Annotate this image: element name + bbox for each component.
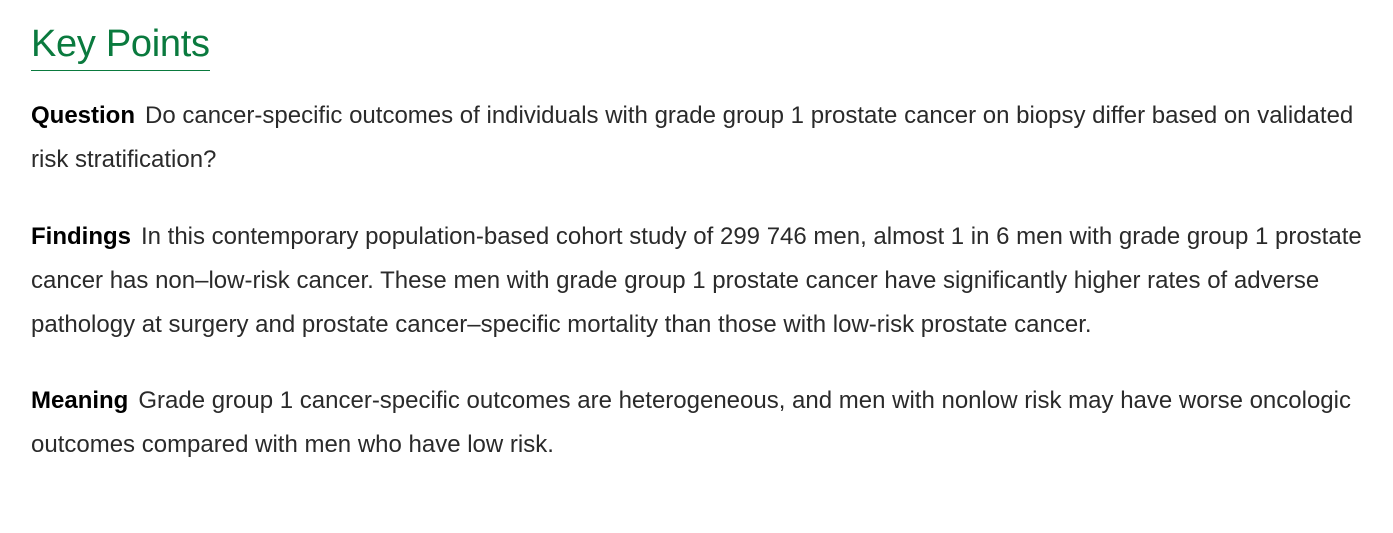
question-paragraph: Question Do cancer-specific outcomes of i… (31, 94, 1371, 182)
meaning-paragraph: Meaning Grade group 1 cancer-specific out… (31, 379, 1371, 467)
meaning-label: Meaning (31, 387, 129, 414)
findings-label: Findings (31, 223, 131, 250)
findings-text: In this contemporary population-based co… (31, 223, 1362, 338)
question-label: Question (31, 102, 136, 129)
meaning-text: Grade group 1 cancer-specific outcomes a… (31, 387, 1351, 458)
key-points-section: Key Points Question Do cancer-specific ou… (31, 18, 1371, 467)
question-text: Do cancer-specific outcomes of individua… (31, 102, 1354, 173)
key-points-title: Key Points (31, 18, 210, 71)
findings-paragraph: Findings In this contemporary population-… (31, 215, 1371, 347)
